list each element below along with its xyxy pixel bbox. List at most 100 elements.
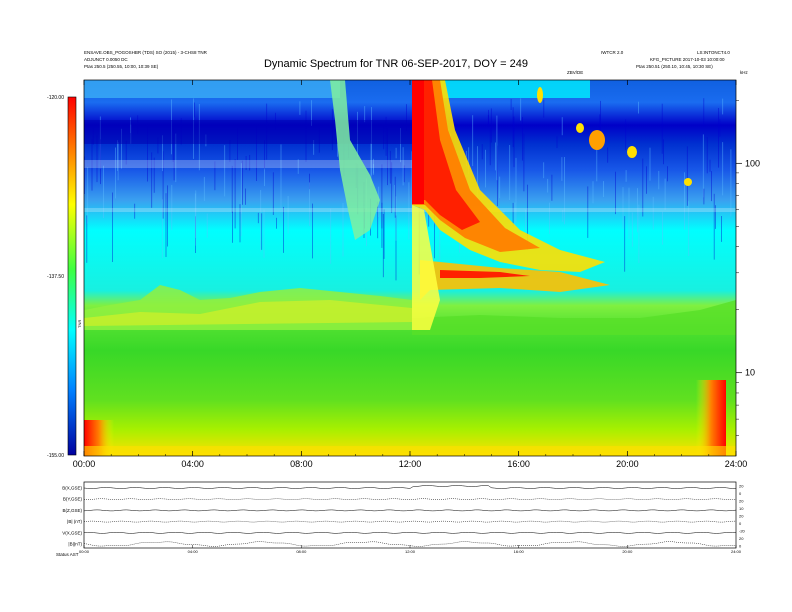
texture-streak [394,176,396,218]
texture-streak [377,201,379,239]
panel-time-label: 04:00 [188,549,199,554]
texture-streak [652,196,654,230]
texture-streak [624,216,626,272]
texture-streak [481,144,483,160]
texture-streak [543,99,545,118]
meta-right-3: Ptas 250.51 (250.10, 10:45, 10:30 SE) [636,64,713,69]
texture-streak [283,206,284,253]
timeseries-panel: B(X,GSE) B(Y,GSE) B(Z,GSE) |B| (nT) V(X,GSE)… [62,481,746,554]
texture-streak [468,147,470,175]
texture-streak [490,108,492,143]
texture-streak [165,193,167,257]
texture-streak [400,128,401,163]
texture-streak [509,145,511,200]
panel-label: |B| (nT) [67,519,82,524]
texture-streak [408,182,410,240]
texture-streak [195,190,197,246]
light-line [84,160,414,168]
texture-streak [625,170,627,182]
texture-streak [161,199,163,258]
texture-streak [280,144,282,209]
texture-streak [497,145,498,207]
colorbar-tick: -137.50 [47,274,64,280]
texture-streak [703,188,705,205]
burst-lower [412,205,440,330]
texture-streak [395,215,397,281]
burst-onset [412,80,424,204]
y-axis: 10 100 [736,100,760,436]
panel-right-label: 0 [739,544,742,549]
texture-streak [175,133,177,183]
footer-left: Status AST [56,552,79,557]
texture-streak [638,101,639,114]
plasma-line [412,300,736,335]
texture-streak [157,137,159,154]
small-mark: ZBV/DE [567,70,584,75]
texture-streak [718,108,719,168]
x-tick-label: 24:00 [725,459,748,469]
texture-streak [556,136,558,149]
x-tick-label: 12:00 [399,459,422,469]
texture-streak [434,197,435,259]
texture-streak [224,145,226,197]
texture-streak [134,203,136,219]
texture-streak [564,157,565,225]
texture-streak [383,209,385,259]
texture-streak [287,196,289,234]
colorbar [67,96,77,456]
panel-right-label: 20 [739,499,744,504]
texture-streak [171,184,173,231]
texture-streak [625,119,627,151]
texture-streak [487,115,489,127]
texture-streak [309,173,310,190]
texture-streak [387,128,388,186]
texture-streak [206,213,208,238]
texture-streak [615,171,616,215]
texture-streak [599,114,601,135]
texture-streak [86,215,88,263]
texture-streak [239,204,241,243]
scatter-features [537,87,692,186]
texture-streak [276,217,277,229]
panel-time-label: 00:00 [79,549,90,554]
texture-streak [730,149,732,217]
panel-time-label: 20:00 [622,549,633,554]
texture-streak [549,202,550,234]
texture-streak [512,202,514,226]
texture-streak [96,135,98,183]
texture-streak [525,209,527,231]
panel-trace [83,532,737,534]
pre-burst-emission [330,80,380,240]
texture-streak [245,188,246,205]
texture-streak [485,149,486,188]
panel-label: |B|(nT) [68,542,82,547]
texture-streak [382,214,384,278]
texture-streak [688,201,690,256]
texture-streak [587,186,589,238]
texture-streak [512,107,514,148]
texture-streak [561,157,563,181]
texture-streak [391,162,393,213]
texture-streak [342,202,344,257]
texture-streak [721,216,722,242]
texture-streak [406,104,407,131]
texture-streak [411,151,413,215]
texture-streak [249,154,251,171]
texture-streak [395,196,397,241]
texture-streak [309,182,310,226]
texture-streak [562,209,564,222]
texture-streak [561,117,563,136]
x-tick-label: 04:00 [181,459,204,469]
panel-right-label: 0 [739,521,742,526]
texture-streak [372,163,374,175]
texture-streak [523,133,525,192]
panel-label: B(Y,GSE) [63,497,83,502]
top-band [84,80,340,98]
panel-right-label: 0 [739,491,742,496]
texture-streak [515,157,517,223]
texture-streak [121,128,122,169]
texture-streak [87,167,89,224]
meta-left-1: ENSAVE.OBS_POGOSHBR (TDS) SO (2015) - 3-… [84,50,207,55]
dark-band [84,120,414,144]
texture-streak [162,135,163,172]
